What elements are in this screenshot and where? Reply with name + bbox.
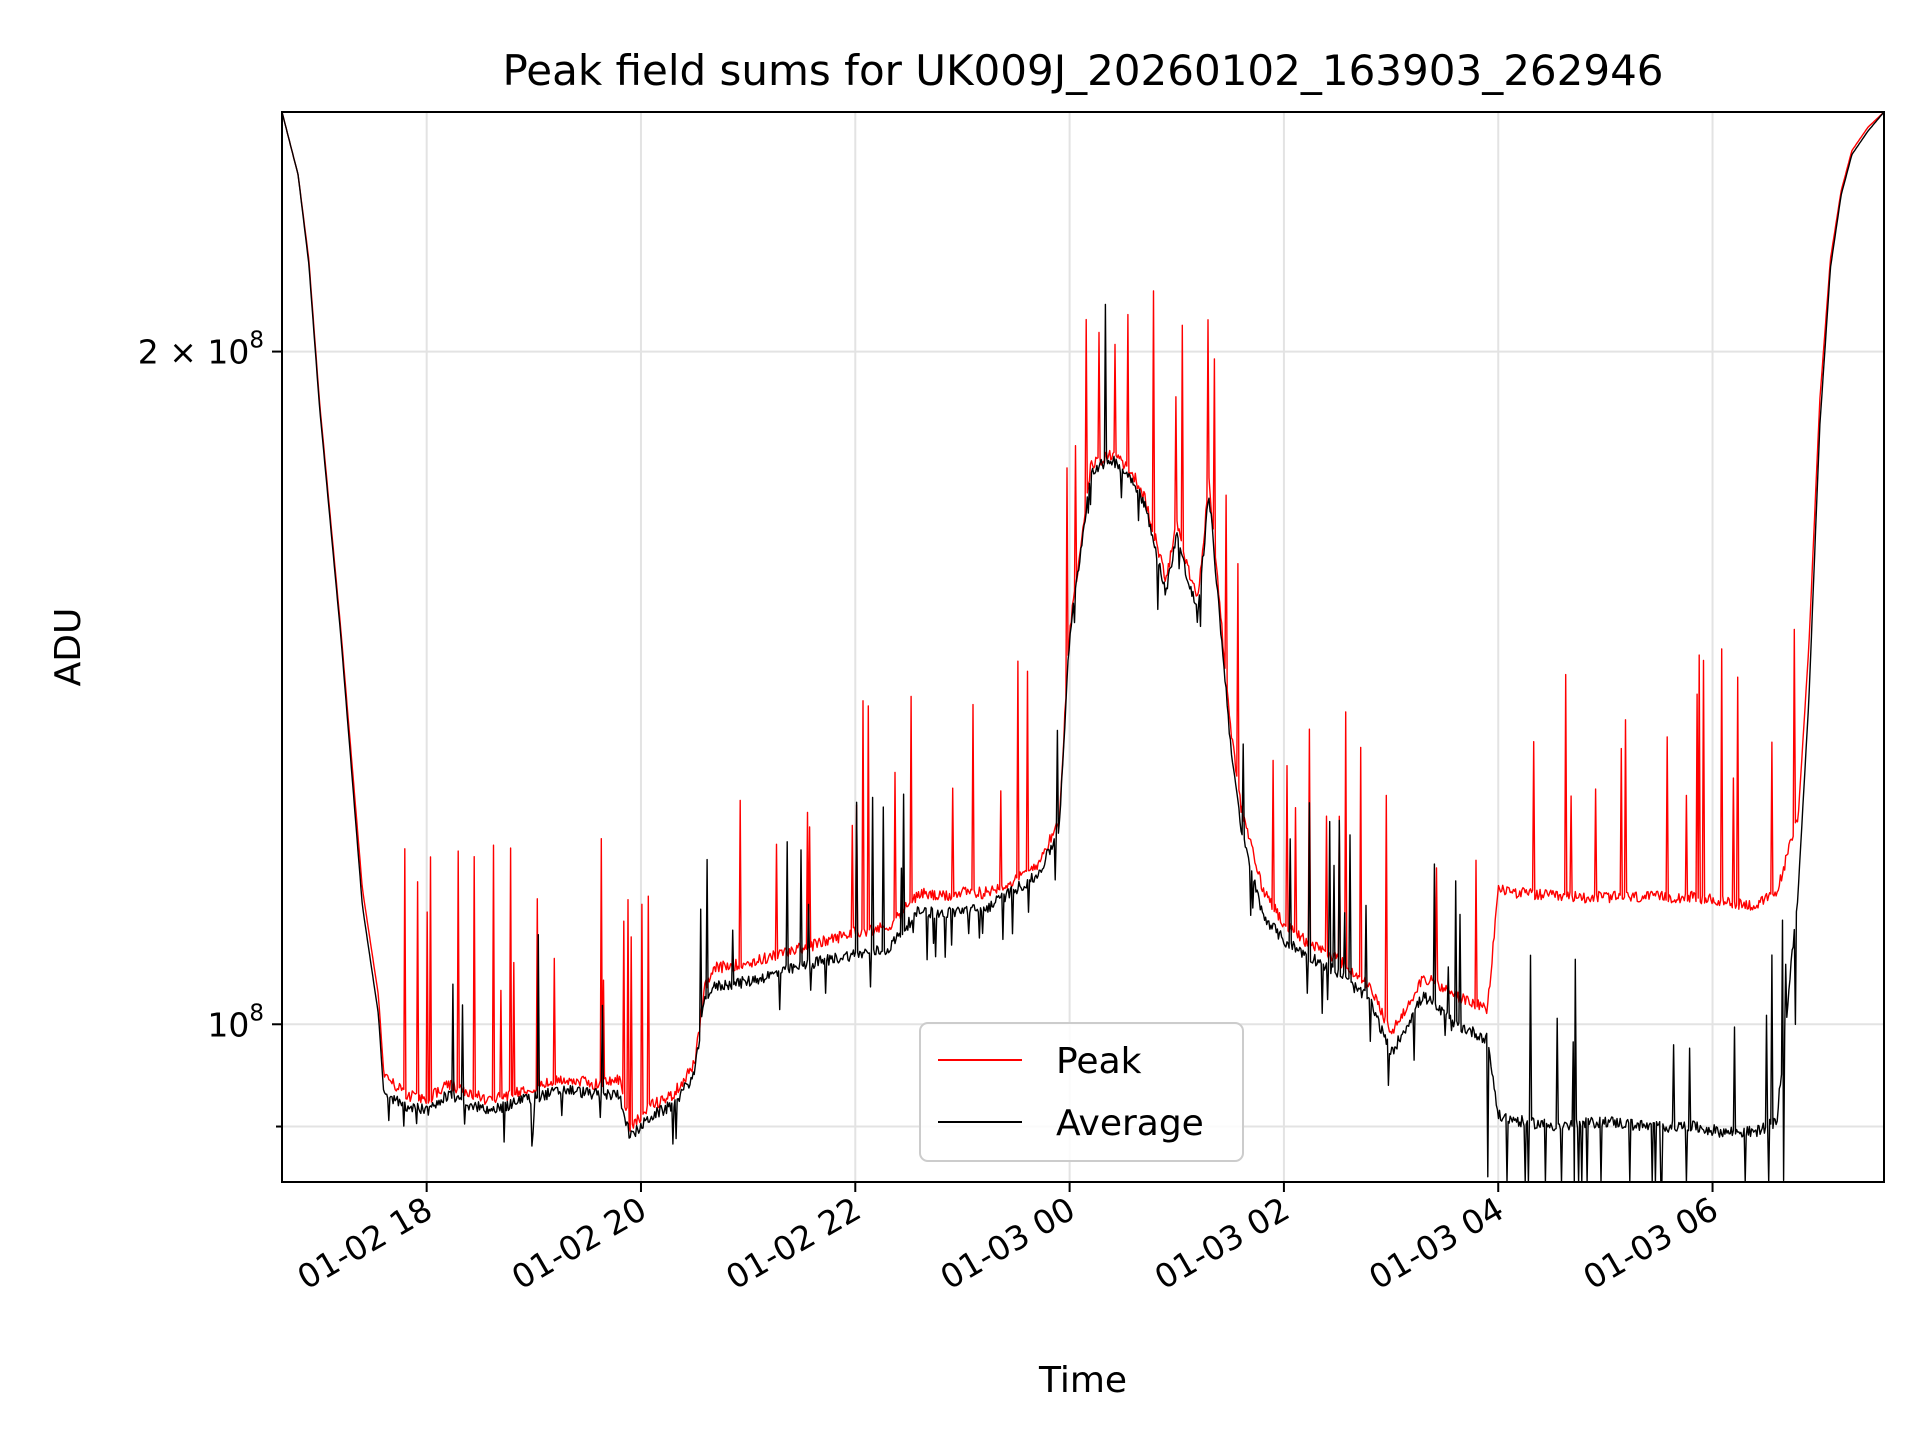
y-tick-label: 2 × 108 (138, 328, 264, 372)
legend-box (919, 1022, 1244, 1162)
legend: Peak Average (919, 1022, 1244, 1162)
legend-label-average: Average (1056, 1103, 1204, 1144)
plot-area (282, 112, 1884, 1182)
axes-frame (281, 111, 1885, 1183)
x-axis-label: Time (1038, 1360, 1127, 1401)
y-tick-label: 108 (207, 1000, 264, 1044)
legend-label-peak: Peak (1056, 1041, 1142, 1082)
series-layer (281, 111, 1885, 1183)
series-line-average (281, 111, 1885, 1183)
chart-title: Peak field sums for UK009J_20260102_1639… (502, 46, 1663, 95)
y-axis-label: ADU (48, 608, 89, 687)
y-axis: 2 × 108 108 (138, 328, 282, 1128)
series-line-peak (281, 111, 1885, 1132)
